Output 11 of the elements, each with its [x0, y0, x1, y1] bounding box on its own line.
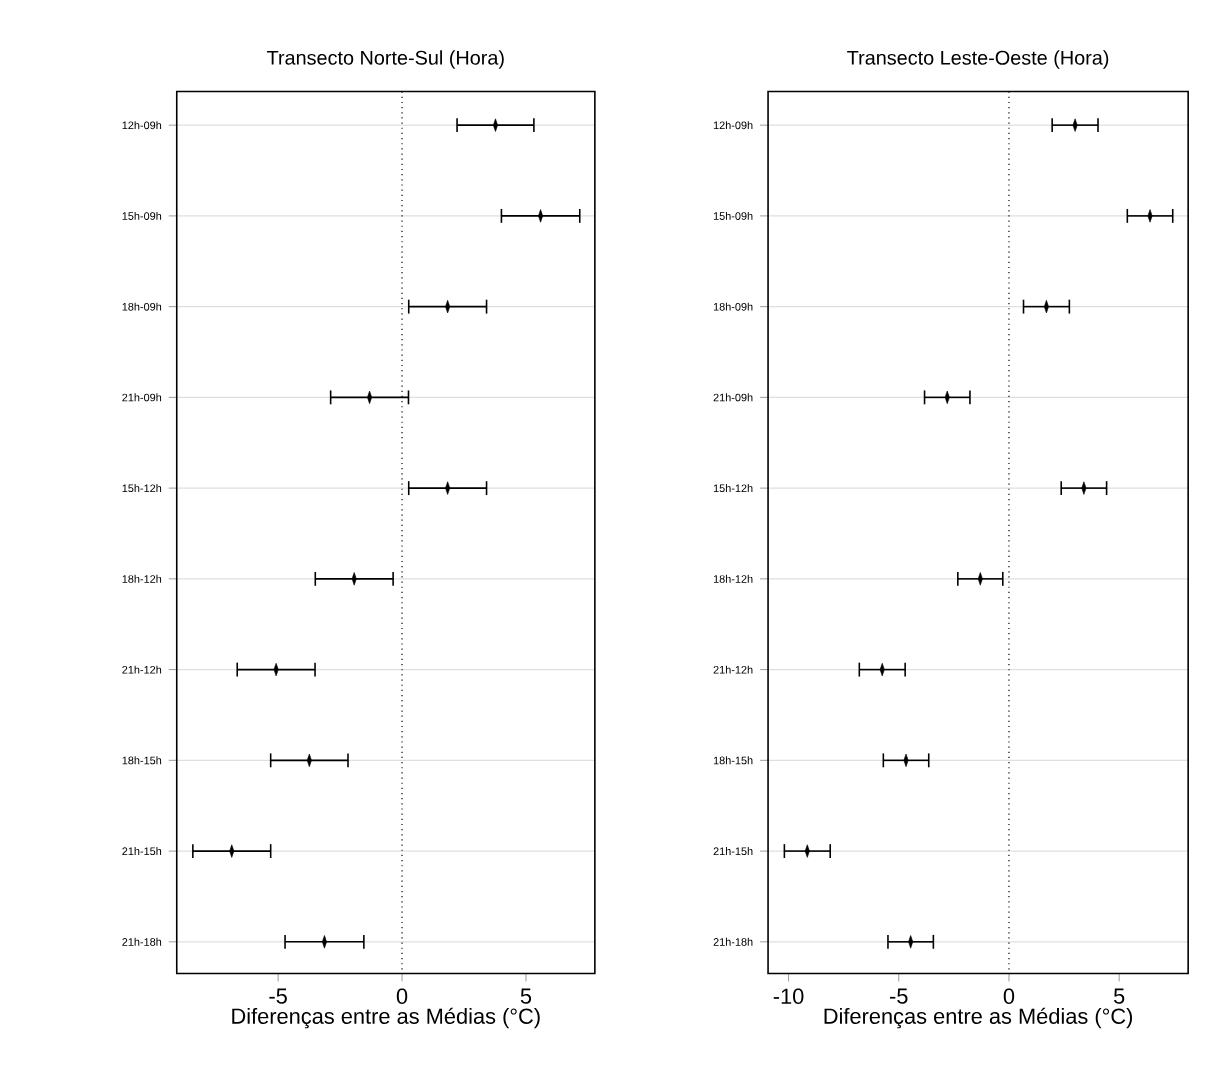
x-tick-label: 5	[520, 988, 532, 1005]
x-tick-label: -10	[773, 988, 804, 1005]
chart-title: Transecto Norte-Sul (Hora)	[267, 50, 504, 70]
x-tick-label: -5	[890, 988, 908, 1005]
x-tick-label: 5	[1113, 988, 1125, 1005]
chart-title: Transecto Leste-Oeste (Hora)	[847, 50, 1109, 70]
x-axis-title: Diferenças entre as Médias (°C)	[824, 1008, 1133, 1029]
x-axis-title: Diferenças entre as Médias (°C)	[232, 1008, 540, 1029]
x-tick-label: -5	[269, 988, 287, 1005]
x-tick-label: 0	[396, 988, 408, 1005]
x-tick-label: 0	[1003, 988, 1015, 1005]
